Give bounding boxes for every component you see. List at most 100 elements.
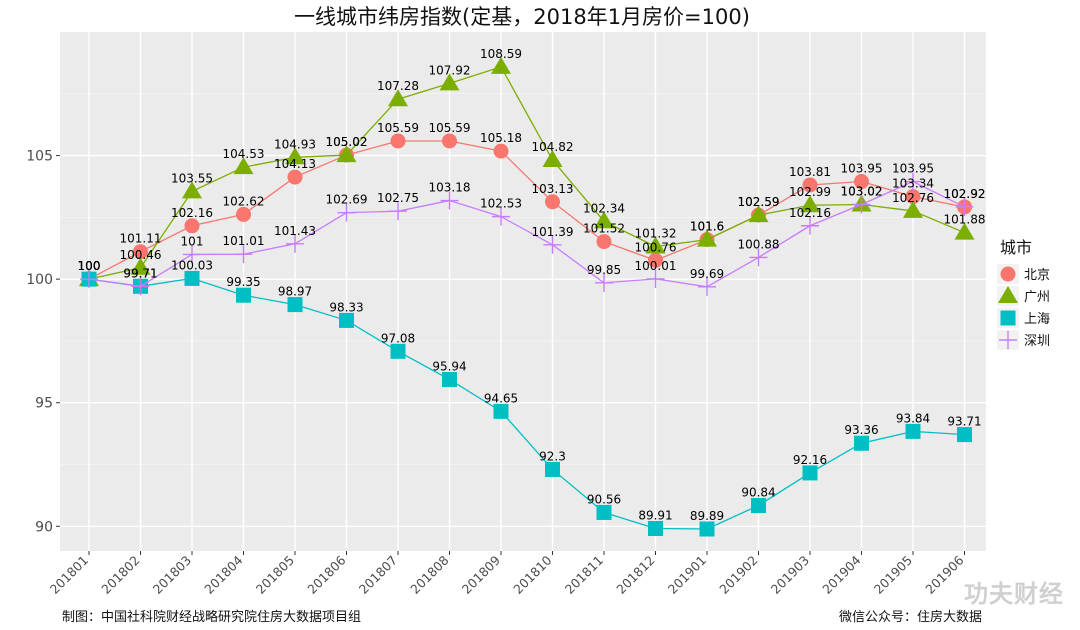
data-point	[595, 273, 613, 292]
data-label: 100.46	[120, 248, 162, 262]
data-label: 103.81	[789, 165, 831, 179]
data-label: 102.53	[480, 197, 522, 211]
data-label: 100	[78, 259, 101, 273]
data-label: 102.76	[892, 191, 934, 205]
x-tick-label: 201803	[150, 553, 194, 597]
data-label: 99.71	[123, 266, 157, 280]
data-point	[286, 234, 304, 253]
data-point	[854, 174, 869, 190]
data-point	[337, 203, 356, 222]
data-point	[999, 331, 1017, 349]
legend-title: 城市	[1000, 238, 1032, 257]
data-label: 107.28	[377, 79, 419, 93]
data-label: 105.18	[480, 131, 522, 145]
data-point	[905, 423, 921, 439]
data-label: 104.13	[274, 157, 316, 171]
x-tick-label: 201902	[716, 553, 760, 597]
data-label: 101.52	[583, 222, 625, 236]
x-tick-label: 201905	[871, 553, 915, 597]
data-point	[698, 277, 716, 296]
data-point	[390, 133, 406, 149]
x-tick-label: 201903	[768, 553, 812, 597]
footer-credit: 制图：中国社科院财经战略研究院住房大数据项目组	[62, 610, 362, 625]
data-point	[80, 270, 98, 289]
data-point	[648, 252, 663, 268]
data-label: 103.18	[429, 181, 471, 195]
legend-entry: 北京	[1024, 268, 1050, 283]
data-point	[287, 297, 303, 313]
x-axis: 201801 201802 201803 201804 201805 201806 2018…	[47, 551, 967, 597]
data-point	[236, 287, 251, 303]
data-point	[542, 150, 563, 168]
data-label: 101.43	[274, 224, 316, 238]
x-tick-label: 201807	[356, 553, 400, 597]
y-tick-label: 90	[35, 519, 53, 535]
series-广州	[79, 56, 975, 287]
data-label: 103.95	[892, 162, 934, 176]
legend-entry: 广州	[1024, 290, 1050, 305]
data-label: 100	[78, 259, 101, 273]
data-point	[389, 202, 407, 221]
data-label: 90.56	[587, 492, 621, 506]
data-point	[183, 245, 201, 264]
data-label: 102.92	[944, 187, 986, 201]
data-point	[801, 216, 819, 235]
data-label: 107.92	[429, 63, 471, 77]
data-point	[646, 269, 665, 288]
data-label: 108.59	[480, 47, 522, 61]
data-label: 99.69	[690, 267, 724, 281]
data-label: 101.88	[944, 213, 986, 227]
data-point	[493, 143, 509, 159]
chart-title: 一线城市纬房指数(定基，2018年1月房价=100)	[294, 5, 750, 29]
x-tick-label: 201802	[98, 553, 142, 597]
data-label: 101.6	[690, 220, 724, 234]
data-label: 103.55	[171, 171, 213, 185]
data-label: 102.34	[583, 201, 625, 215]
x-tick-label: 201801	[47, 553, 91, 597]
data-label: 97.08	[381, 331, 415, 345]
data-point	[954, 222, 975, 240]
data-label: 103.02	[841, 185, 883, 199]
data-label: 102.92	[944, 187, 986, 201]
data-point	[903, 200, 923, 218]
data-label: 100.01	[635, 259, 677, 273]
data-point	[955, 197, 974, 216]
data-point	[287, 169, 303, 185]
series-北京	[81, 133, 972, 287]
data-label: 99.85	[587, 263, 621, 277]
data-point	[182, 181, 202, 199]
data-label: 101.6	[690, 220, 724, 234]
data-point	[645, 236, 666, 254]
data-label: 105.59	[429, 121, 471, 135]
data-point	[751, 498, 766, 514]
data-point	[336, 145, 357, 163]
data-label: 103.13	[532, 182, 574, 196]
data-label: 103.34	[892, 177, 934, 191]
x-tick-label: 201904	[819, 552, 863, 596]
data-point	[800, 195, 820, 213]
data-point	[854, 435, 869, 451]
data-label: 101.39	[532, 225, 574, 239]
watermark: 功夫财经	[964, 580, 1064, 608]
data-label: 102.59	[738, 195, 780, 209]
data-label: 102.16	[171, 206, 213, 220]
data-label: 100.76	[635, 240, 677, 254]
x-tick-label: 201804	[201, 552, 245, 596]
data-point	[442, 133, 457, 149]
data-label: 104.93	[274, 137, 316, 151]
data-point	[339, 312, 354, 328]
data-point	[390, 343, 406, 359]
data-point	[440, 191, 459, 210]
grid-layer	[60, 32, 986, 551]
data-point	[904, 172, 922, 191]
data-label: 93.84	[896, 411, 930, 425]
y-tick-label: 100	[26, 272, 53, 288]
series-layer	[79, 56, 975, 537]
data-label: 95.94	[432, 359, 466, 373]
data-label: 101.01	[223, 234, 265, 248]
data-point	[492, 207, 510, 226]
data-point	[699, 521, 715, 537]
data-label: 100	[78, 259, 101, 273]
data-labels: 100 101.11 102.16 102.62 104.13 105.02 105.59 1…	[78, 47, 986, 523]
